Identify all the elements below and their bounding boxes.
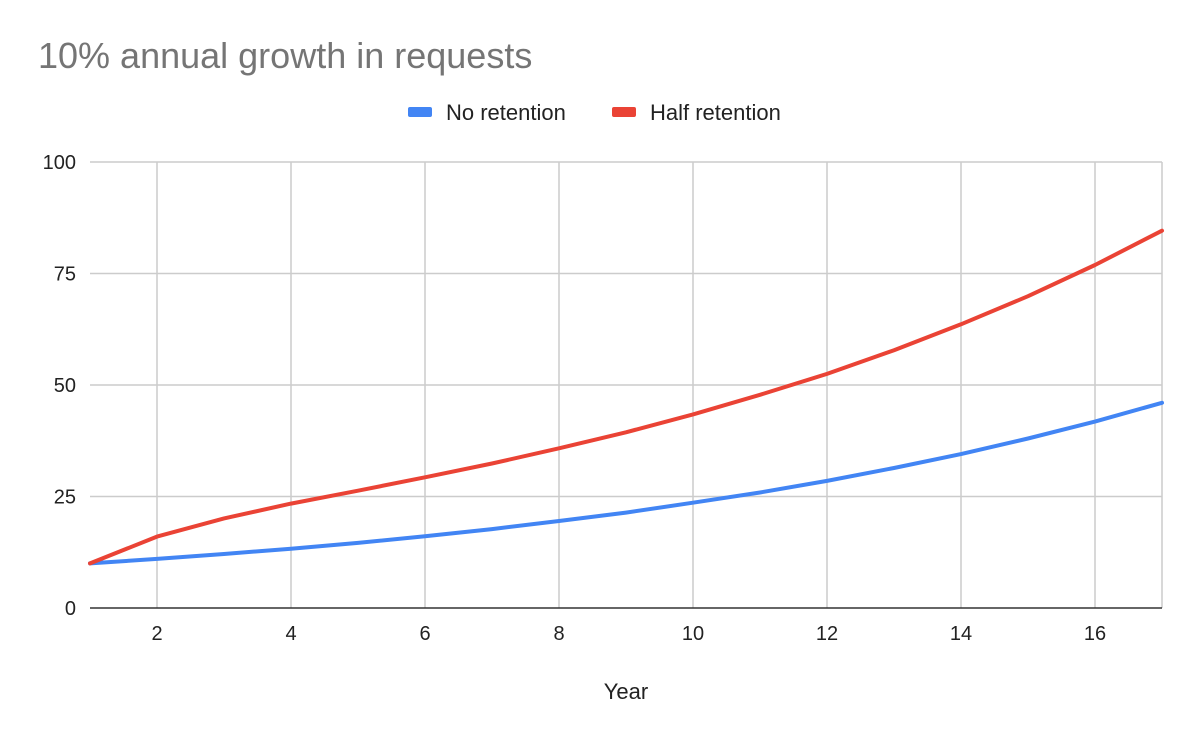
legend: No retention Half retention (408, 100, 781, 125)
legend-swatch-no-retention (408, 107, 432, 117)
series-line-half-retention (88, 228, 1164, 566)
y-axis-ticks: 0 25 50 75 100 (43, 152, 76, 620)
legend-swatch-half-retention (612, 107, 636, 117)
x-tick-label: 12 (816, 623, 838, 645)
x-tick-label: 16 (1084, 623, 1106, 645)
series-line-no-retention (88, 400, 1164, 566)
x-axis-ticks: 2 4 6 8 10 12 14 16 (151, 623, 1106, 645)
x-tick-label: 4 (285, 623, 296, 645)
y-tick-label: 25 (54, 487, 76, 509)
y-tick-label: 0 (65, 598, 76, 620)
x-axis-label: Year (604, 679, 648, 704)
x-tick-label: 6 (419, 623, 430, 645)
y-tick-label: 50 (54, 375, 76, 397)
legend-label-no-retention: No retention (446, 100, 566, 125)
x-tick-label: 2 (151, 623, 162, 645)
y-tick-label: 75 (54, 264, 76, 286)
series-lines (88, 228, 1164, 566)
chart-title: 10% annual growth in requests (38, 35, 532, 76)
legend-label-half-retention: Half retention (650, 100, 781, 125)
x-tick-label: 14 (950, 623, 972, 645)
x-tick-label: 10 (682, 623, 704, 645)
gridlines (90, 161, 1163, 608)
x-tick-label: 8 (553, 623, 564, 645)
y-tick-label: 100 (43, 152, 76, 174)
